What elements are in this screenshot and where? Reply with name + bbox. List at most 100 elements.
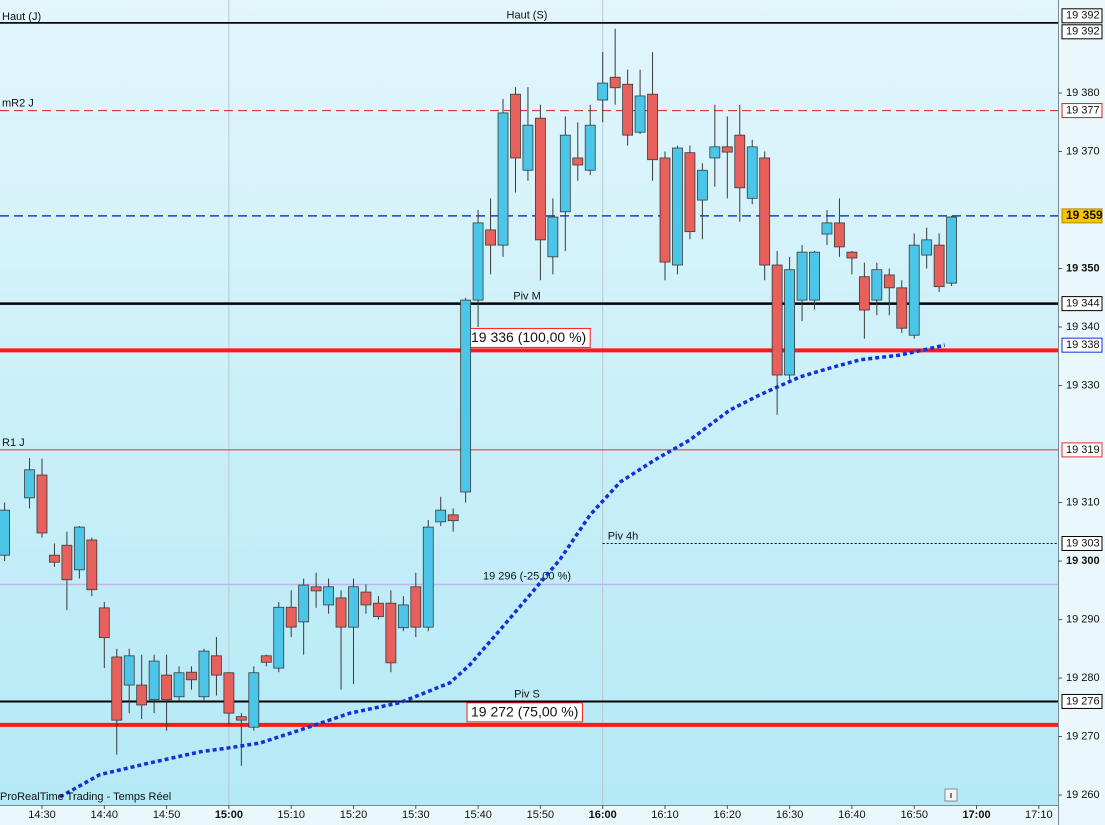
- overlay-layer: 19 380 19 370 19 350 19 340 19 330 19 310 19 3…: [28, 8, 1103, 821]
- candle-body: [0, 509, 11, 556]
- y-tick-label: 19 270: [1066, 730, 1100, 742]
- candle-body: [584, 124, 596, 171]
- moving-average: [59, 343, 946, 799]
- candle-body: [73, 526, 85, 571]
- candle-body: [572, 157, 584, 166]
- candle-body: [522, 124, 534, 171]
- x-tick-label: 16:50: [900, 809, 928, 821]
- candle-body: [385, 602, 397, 664]
- candle-body: [946, 216, 957, 284]
- level-tag-text: 19 336 (100,00 %): [471, 329, 586, 345]
- candle-body: [348, 586, 359, 628]
- candle-body: [535, 117, 546, 241]
- candle-body: [211, 655, 222, 676]
- candle-body: [883, 274, 895, 289]
- candle-body: [435, 509, 447, 523]
- level-label: Piv M: [513, 291, 541, 303]
- candle-body: [908, 244, 920, 336]
- x-tick-label: 16:40: [838, 809, 866, 821]
- x-tick-label: 15:50: [527, 809, 555, 821]
- candle-body: [198, 650, 210, 698]
- candle-body: [260, 655, 272, 663]
- candle-body: [323, 586, 334, 606]
- axis-label: 19 344: [1066, 298, 1100, 310]
- level-label: Haut (J): [2, 11, 41, 23]
- x-tick-label: 16:20: [714, 809, 742, 821]
- level-text: 19 296 (-25,00 %): [483, 570, 571, 582]
- level-label: Haut (S): [507, 10, 548, 22]
- axis-label-box: [1061, 8, 1103, 24]
- axis-label-box: [1061, 24, 1103, 40]
- candle-body: [696, 169, 708, 201]
- candle-body: [759, 157, 771, 266]
- candle-body: [921, 239, 933, 256]
- candle-body: [86, 539, 98, 591]
- candle-body: [721, 146, 733, 153]
- candle-body: [896, 287, 908, 329]
- candle-body: [24, 469, 35, 499]
- footer: ProRealTime Trading - Temps Réel: [0, 791, 171, 803]
- candle-body: [709, 146, 721, 159]
- candle-body: [173, 672, 185, 698]
- candle-body: [647, 93, 658, 161]
- axis-label-box: [1061, 693, 1103, 709]
- x-tick-label: 17:00: [962, 809, 990, 821]
- level-label: Piv S: [514, 688, 540, 700]
- axis-label: 19 276: [1066, 695, 1100, 707]
- candle-body: [734, 134, 746, 189]
- candle-body: [609, 76, 621, 89]
- y-tick-label: 19 280: [1066, 672, 1100, 684]
- candle-body: [422, 526, 434, 628]
- info-icon[interactable]: [944, 788, 958, 802]
- candle-body: [373, 602, 384, 618]
- candle-body: [933, 244, 945, 288]
- candle-body: [285, 606, 297, 628]
- x-tick-label: 14:40: [91, 809, 119, 821]
- y-tick-label: 19 290: [1066, 613, 1100, 625]
- candle-body: [111, 656, 123, 721]
- candle-body: [497, 112, 509, 246]
- candle-body: [36, 474, 48, 534]
- candle-body: [186, 671, 197, 681]
- candle-body: [634, 95, 646, 133]
- axis-label-box: [1061, 103, 1103, 119]
- candle-body: [809, 251, 820, 301]
- level-tag-box: [466, 702, 583, 723]
- candle-body: [858, 276, 870, 311]
- axis-label-box: [1061, 535, 1103, 551]
- x-tick-label: 16:00: [589, 809, 617, 821]
- candle-body: [821, 222, 833, 235]
- axis-label: 19 303: [1066, 537, 1100, 549]
- candle-body: [485, 229, 496, 246]
- level-tag-text: 19 272 (75,00 %): [471, 704, 578, 720]
- candle-body: [235, 716, 247, 721]
- candle-body: [672, 147, 683, 266]
- axis-label-box: [1061, 208, 1103, 224]
- candle-body: [49, 554, 60, 563]
- y-axis-background: [1058, 0, 1105, 825]
- candle-body: [136, 684, 148, 706]
- y-tick-label: 19 380: [1066, 87, 1100, 99]
- candle-body: [746, 146, 758, 199]
- level-label: mR2 J: [2, 97, 34, 109]
- level-tag: 19 336 (100,00 %): [466, 327, 591, 348]
- x-tick-label: 15:20: [340, 809, 368, 821]
- candle-body: [298, 584, 310, 623]
- candle-body: [98, 607, 110, 639]
- candle-body: [846, 251, 858, 259]
- y-tick-label: 19 300: [1066, 555, 1100, 567]
- x-tick-label: 15:30: [402, 809, 430, 821]
- y-tick-label: 19 370: [1066, 145, 1100, 157]
- levels-layer: Haut (J) Haut (S) mR2 J Piv M 19 336 (100,00…: [0, 10, 1058, 727]
- candle-body: [659, 157, 671, 263]
- x-axis-background: [0, 805, 1058, 825]
- candle-body: [447, 514, 459, 522]
- axis-label: 19 392: [1066, 26, 1100, 38]
- x-tick-label: 15:40: [464, 809, 492, 821]
- candle-body: [360, 591, 372, 606]
- candle-body: [784, 269, 796, 376]
- level-label: R1 J: [2, 437, 25, 449]
- y-tick-label: 19 260: [1066, 789, 1100, 801]
- candle-body: [248, 672, 260, 728]
